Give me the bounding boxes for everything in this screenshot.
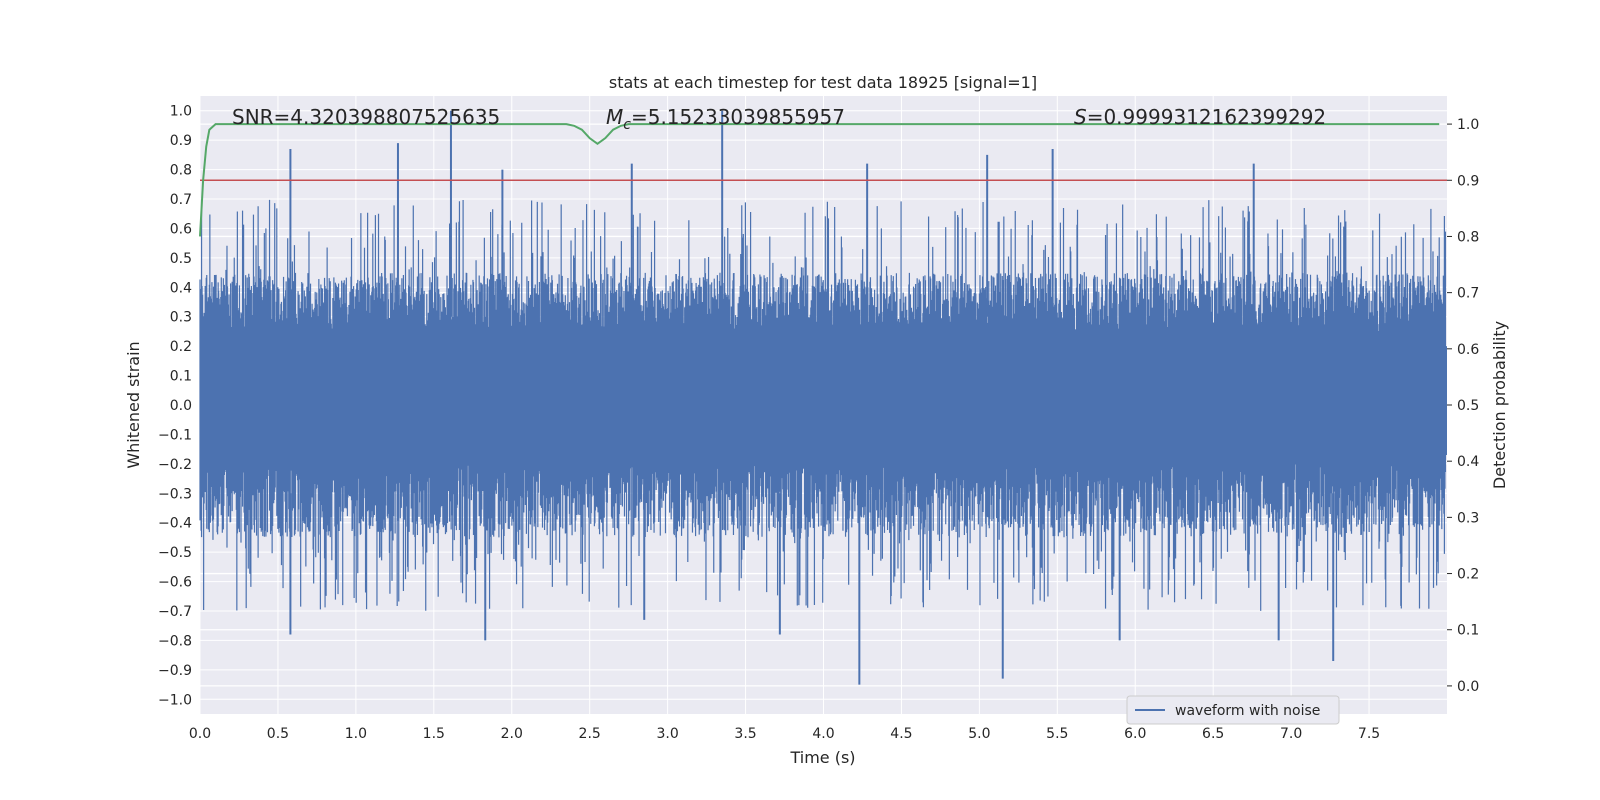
annotation-chirp-mass-symbol: M [606,105,623,129]
annotation-chirp-mass-subscript: c [623,117,631,133]
y-tick-label: 0.3 [170,310,192,326]
x-tick-label: 2.0 [501,726,523,742]
y-tick-label: 0.6 [170,221,192,237]
y2-tick-label: 0.0 [1457,679,1479,695]
legend: waveform with noise [1126,695,1340,725]
y2-tick-label: 0.2 [1457,567,1479,583]
probability-line [199,123,1440,237]
series-waveform-with-noise [199,110,1447,685]
y2-tick-label: 0.3 [1457,510,1479,526]
x-tick-label: 1.5 [423,726,445,742]
y2-tick-label: 0.1 [1457,623,1479,639]
y-tick-label: −0.2 [158,457,192,473]
x-tick-label: 3.5 [734,726,756,742]
y-axis-ticks: 1.0 0.9 0.8 0.7 0.6 0.5 0.4 0.3 0.2 0.1 0.0 −0.1 −0.… [158,104,192,709]
y-tick-label: −0.7 [158,604,192,620]
x-axis-ticks: 0.0 0.5 1.0 1.5 2.0 2.5 3.0 3.5 4.0 4.5 5.0 5.5 6.0 6… [189,726,1380,742]
y-tick-label: −0.8 [158,633,192,649]
x-tick-label: 0.0 [189,726,211,742]
x-tick-label: 0.5 [267,726,289,742]
legend-entry-waveform: waveform with noise [1175,703,1320,719]
y2-axis-ticks: 1.0 0.9 0.8 0.7 0.6 0.5 0.4 0.3 0.2 0.1 0.0 [1447,117,1479,695]
legend-box [1126,695,1340,725]
x-tick-label: 5.5 [1046,726,1068,742]
y-tick-label: 0.4 [170,280,192,296]
y2-tick-label: 0.5 [1457,398,1479,414]
y-tick-label: 0.5 [170,251,192,267]
x-tick-label: 3.0 [656,726,678,742]
annotation-score: S=0.9999312162399292 [1074,105,1326,129]
y-tick-label: −0.1 [158,427,192,443]
waveform-core [200,346,1447,456]
y-tick-label: −1.0 [158,692,192,708]
y-axis-label: Whitened strain [124,341,143,468]
y-tick-label: 0.1 [170,369,192,385]
y-tick-label: −0.3 [158,486,192,502]
annotation-snr: SNR=4.320398807525635 [232,105,500,129]
y2-tick-label: 1.0 [1457,117,1479,133]
x-tick-label: 5.0 [968,726,990,742]
annotation-chirp-mass-value: =5.15233039855957 [631,105,845,129]
annotation-chirp-mass: Mc=5.15233039855957 [606,105,845,133]
chart-title: stats at each timestep for test data 189… [609,73,1037,92]
y2-tick-label: 0.7 [1457,286,1479,302]
y-tick-label: −0.6 [158,575,192,591]
x-axis-label: Time (s) [789,748,855,767]
y2-tick-label: 0.6 [1457,342,1479,358]
y-tick-label: −0.5 [158,545,192,561]
annotation-score-symbol: S [1074,105,1087,129]
y-tick-label: 0.8 [170,163,192,179]
annotation-score-value: =0.9999312162399292 [1087,105,1326,129]
y2-axis-label: Detection probability [1490,321,1509,489]
y-tick-label: 1.0 [170,104,192,120]
x-tick-label: 7.0 [1280,726,1302,742]
x-tick-label: 4.0 [812,726,834,742]
x-tick-label: 7.5 [1358,726,1380,742]
y-tick-label: −0.9 [158,663,192,679]
series-detection-probability [199,123,1440,237]
y2-tick-label: 0.4 [1457,454,1479,470]
y-tick-label: 0.9 [170,133,192,149]
y2-tick-label: 0.8 [1457,229,1479,245]
y-tick-label: 0.2 [170,339,192,355]
x-tick-label: 2.5 [579,726,601,742]
x-tick-label: 6.0 [1124,726,1146,742]
x-tick-label: 6.5 [1202,726,1224,742]
x-tick-label: 1.0 [345,726,367,742]
y-tick-label: 0.7 [170,192,192,208]
y-tick-label: 0.0 [170,398,192,414]
x-tick-label: 4.5 [890,726,912,742]
y2-tick-label: 0.9 [1457,173,1479,189]
y-tick-label: −0.4 [158,516,192,532]
